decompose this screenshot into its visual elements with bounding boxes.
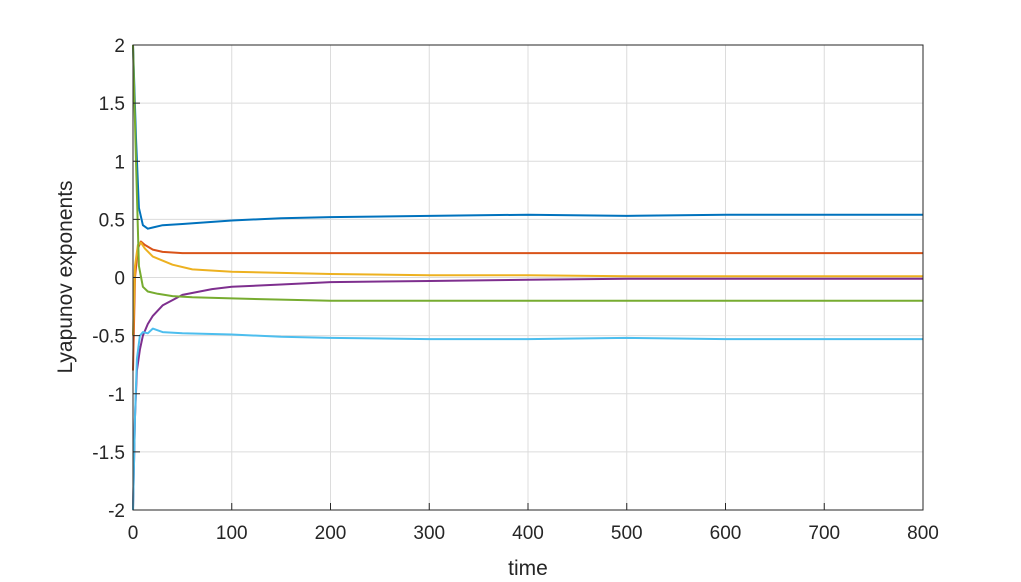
x-tick-label: 800: [907, 523, 939, 544]
series-line-3: [132, 241, 923, 336]
x-tick-label: 400: [512, 523, 544, 544]
x-tick-label: 600: [710, 523, 742, 544]
x-tick-label: 300: [413, 523, 445, 544]
series-line-1: [132, 44, 923, 230]
series-line-5: [132, 44, 923, 302]
tick-labels: 0 100 200 300 400 500 600 700 800 -2 -1.5 -1 -0.5 0 0.…: [92, 36, 939, 544]
series-line-6: [132, 327, 923, 511]
y-tick-label: 2: [114, 36, 125, 57]
x-tick-label: 0: [128, 523, 139, 544]
x-tick-label: 100: [216, 523, 248, 544]
y-tick-label: -2: [108, 501, 125, 522]
y-tick-label: 0.5: [99, 210, 125, 231]
y-tick-label: 1.5: [99, 94, 125, 115]
x-axis-label: time: [508, 557, 548, 580]
y-tick-label: 0: [114, 269, 125, 290]
series-line-4: [132, 277, 923, 511]
grid: [132, 44, 924, 511]
y-tick-label: 1: [114, 152, 125, 173]
y-tick-label: -1.5: [92, 443, 125, 464]
y-axis-label: Lyapunov exponents: [54, 180, 77, 373]
series-group: [132, 44, 923, 511]
y-tick-label: -0.5: [92, 327, 125, 348]
x-tick-label: 200: [315, 523, 347, 544]
y-tick-label: -1: [108, 385, 125, 406]
x-tick-label: 500: [611, 523, 643, 544]
x-tick-label: 700: [808, 523, 840, 544]
